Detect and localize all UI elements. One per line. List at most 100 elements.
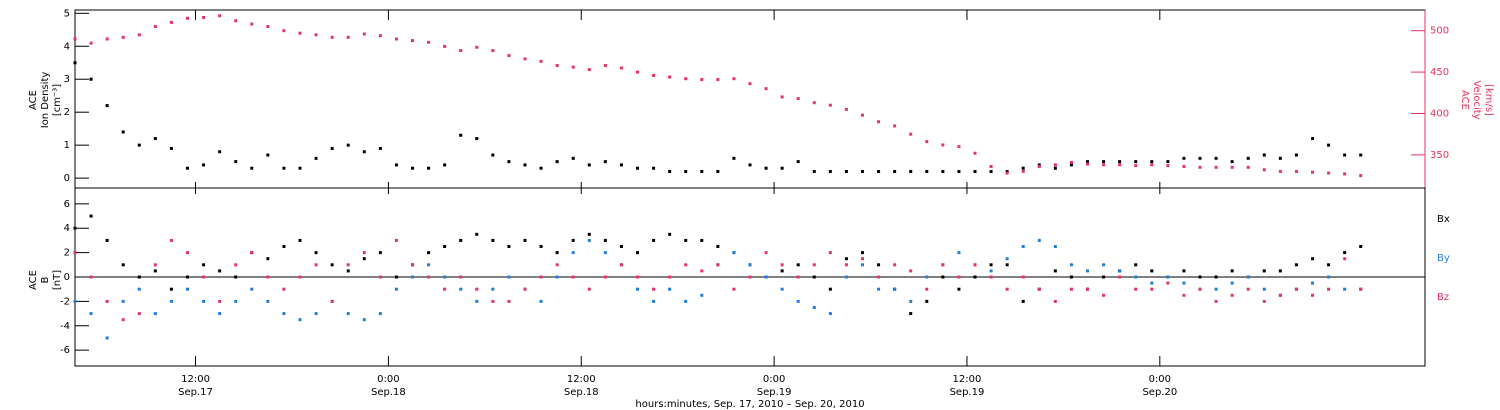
by-point — [1343, 287, 1347, 291]
x-axis-label: hours:minutes, Sep. 17, 2010 – Sep. 20, … — [635, 399, 864, 410]
bx-point — [1102, 275, 1106, 279]
bx-point — [587, 232, 591, 236]
velocity-point — [652, 73, 656, 77]
ion-density-point — [169, 146, 173, 150]
by-point — [121, 299, 125, 303]
ion-density-point — [459, 133, 463, 137]
bx-point — [619, 245, 623, 249]
ion-density-point — [202, 163, 206, 167]
x-tick-time-label: 0:00 — [763, 374, 785, 385]
bx-point — [362, 257, 366, 261]
top-right-ylabel-line2: Velocity — [1471, 80, 1482, 119]
ion-density-point — [153, 137, 157, 141]
bz-point — [1359, 287, 1363, 291]
by-point — [282, 312, 286, 316]
bx-point — [652, 238, 656, 242]
bz-point — [925, 287, 929, 291]
bz-point — [1214, 299, 1218, 303]
bx-point — [571, 238, 575, 242]
bz-point — [1311, 293, 1314, 297]
bz-point — [427, 275, 431, 279]
top-left-ylabel-line2: Ion Density — [40, 72, 51, 129]
bz-point — [796, 275, 800, 279]
bx-point — [700, 238, 704, 242]
bx-point — [957, 287, 961, 291]
ion-density-point — [941, 170, 945, 174]
bx-point — [105, 238, 109, 242]
velocity-point — [1311, 170, 1314, 174]
velocity-point — [1037, 164, 1041, 168]
ion-density-point — [411, 166, 414, 170]
bz-point — [1005, 287, 1009, 291]
velocity-point — [587, 68, 591, 72]
top-right-tick-label: 400 — [1430, 108, 1449, 119]
x-tick-time-label: 0:00 — [377, 374, 399, 385]
bz-point — [169, 238, 173, 242]
ion-density-point — [636, 166, 639, 170]
bottom-legend: Bx By Bz — [1437, 214, 1450, 303]
ion-density-point — [925, 170, 929, 174]
ion-density-point — [1005, 170, 1009, 174]
by-point — [491, 287, 495, 291]
ion-density-point — [491, 153, 495, 157]
velocity-point — [1262, 168, 1266, 172]
bx-point — [796, 263, 800, 267]
bottom-ylabel-line3: [nT] — [52, 270, 63, 290]
velocity-point — [250, 22, 254, 26]
bx-point — [1294, 263, 1298, 267]
ion-density-point — [137, 143, 141, 147]
bz-point — [732, 287, 736, 291]
bz-point — [153, 263, 157, 267]
bz-point — [443, 287, 447, 291]
by-point — [893, 287, 897, 291]
bz-point — [652, 287, 656, 291]
velocity-point — [1069, 160, 1073, 164]
legend-by: By — [1437, 253, 1450, 264]
by-point — [652, 299, 656, 303]
bx-point — [298, 238, 302, 242]
by-point — [1053, 245, 1057, 249]
velocity-point — [828, 103, 832, 107]
bz-point — [587, 287, 591, 291]
bz-point — [861, 257, 864, 261]
ion-density-point — [1134, 160, 1138, 164]
bx-point — [1198, 275, 1202, 279]
ion-density-point — [186, 166, 189, 170]
by-point — [1262, 287, 1266, 291]
x-tick-date-label: Sep.18 — [564, 387, 599, 398]
bottom-ylabel-line1: ACE — [28, 270, 39, 290]
bz-point — [250, 251, 254, 255]
ion-density-point — [716, 170, 720, 174]
velocity-point — [411, 39, 414, 43]
velocity-point — [1021, 169, 1025, 173]
bz-point — [121, 318, 125, 322]
bz-point — [411, 263, 414, 267]
bx-point — [1343, 251, 1347, 255]
bx-point — [1278, 269, 1282, 273]
top-right-ylabel-line1: ACE — [1459, 90, 1470, 110]
bottom-panel: -6 -4 -2 0 2 4 6 ACE B [nT] Bx By Bz — [28, 187, 1450, 367]
ion-density-point — [828, 170, 832, 174]
velocity-point — [1102, 163, 1106, 167]
top-right-tick-label: 500 — [1430, 26, 1449, 37]
bz-point — [684, 263, 688, 267]
ion-density-point — [1278, 156, 1282, 160]
bz-point — [1278, 293, 1282, 297]
bx-point — [780, 269, 784, 273]
top-left-ylabel-line3: [cm⁻³] — [52, 84, 63, 116]
ion-density-point — [812, 170, 816, 174]
velocity-point — [218, 14, 222, 18]
velocity-point — [475, 45, 479, 49]
top-left-tick-label: 3 — [64, 74, 70, 85]
x-tick-time-label: 12:00 — [181, 374, 210, 385]
by-point — [925, 275, 929, 279]
ion-density-point — [1214, 156, 1218, 160]
velocity-point — [925, 140, 929, 144]
by-point — [587, 238, 591, 242]
by-point — [1037, 238, 1041, 242]
bx-point — [1214, 275, 1218, 279]
by-point — [668, 287, 672, 291]
x-tick-date-label: Sep.19 — [757, 387, 792, 398]
by-point — [153, 312, 157, 316]
bz-point — [186, 251, 189, 255]
